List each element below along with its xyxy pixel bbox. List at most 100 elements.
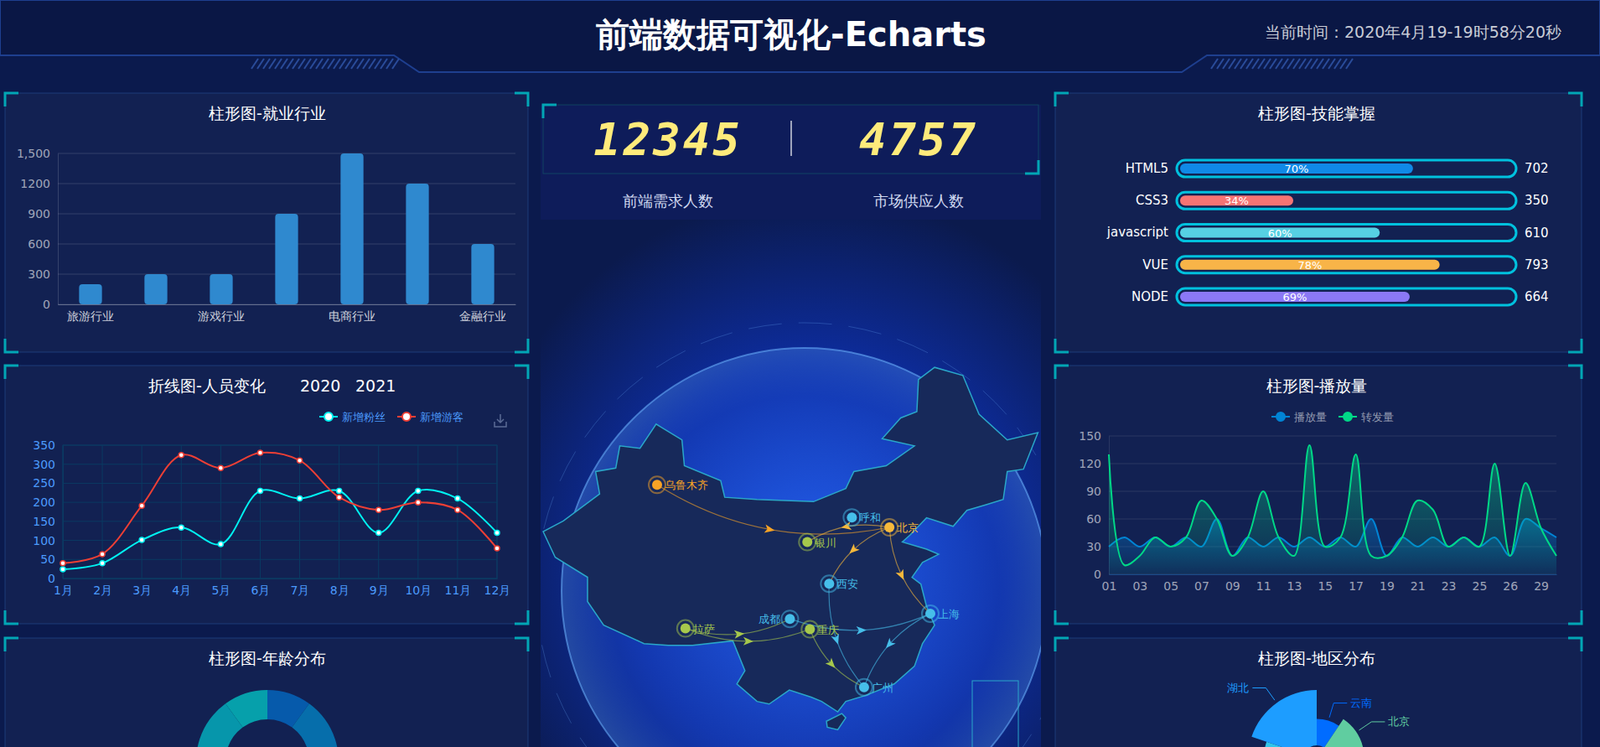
- kpi-label: 前端需求人数: [622, 191, 714, 210]
- stage: 前端数据可视化-Echarts当前时间：2020年4月19-19时58分20秒乌…: [0, 0, 1600, 747]
- panel: [5, 637, 529, 747]
- bar-frame: [1176, 288, 1517, 306]
- x-tick-label: 07: [1194, 579, 1210, 593]
- panel-corner: [5, 365, 19, 379]
- x-tick: 07: [1194, 574, 1210, 593]
- bar-frame: [1176, 256, 1517, 274]
- hatch-line: [1234, 58, 1242, 69]
- y-tick-label: 60: [1086, 512, 1102, 526]
- x-tick-label: 01: [1102, 579, 1118, 593]
- city-dot: [925, 608, 936, 619]
- city-dot: [859, 682, 870, 693]
- bar: [340, 153, 363, 305]
- panel-corner: [1055, 338, 1069, 353]
- city-ring: [880, 518, 898, 536]
- point: [99, 551, 105, 557]
- grid-v: [141, 445, 143, 579]
- y-tick-label: 600: [27, 237, 51, 251]
- city-dot: [680, 623, 691, 634]
- hatch-line: [286, 58, 294, 69]
- hatch-line: [251, 58, 259, 69]
- route: [864, 613, 931, 688]
- label-line: [1252, 688, 1274, 701]
- grid: [62, 445, 498, 579]
- hatch-line: [1263, 58, 1271, 69]
- y-axis: 050100150200250300350: [32, 438, 63, 586]
- grid-v: [299, 445, 301, 579]
- x-tick: 17: [1348, 574, 1364, 593]
- y-tick-label: 150: [1078, 429, 1102, 443]
- panel-bg: [1055, 637, 1582, 747]
- hatch-line: [1222, 58, 1230, 69]
- city-ring: [677, 620, 694, 637]
- x-tick-label: 25: [1472, 579, 1488, 593]
- legend-item: 转发量: [1338, 410, 1394, 424]
- hatch-line: [315, 58, 323, 69]
- hatch-line: [351, 58, 358, 69]
- y-tick: 1200: [20, 176, 58, 191]
- cities: 乌鲁木齐呼和北京银川西安上海拉萨成都重庆广州: [648, 476, 960, 695]
- x-tick-label: 电商行业: [328, 309, 376, 323]
- city-dot: [784, 613, 795, 624]
- hatch-line: [269, 58, 276, 69]
- y-tick: 100: [32, 533, 63, 548]
- count-label: 350: [1524, 192, 1549, 208]
- y-tick: 1,500: [16, 146, 58, 161]
- x-axis-line: [58, 304, 517, 306]
- point: [336, 488, 342, 494]
- x-axis: 010305070911131517192123252629: [1102, 574, 1558, 593]
- panel: [1055, 365, 1582, 624]
- y-tick-label: 0: [1093, 567, 1102, 581]
- bar-frame: [1176, 160, 1517, 177]
- panel-bg: [1055, 93, 1582, 353]
- bar: [209, 274, 233, 305]
- x-tick: 1月: [53, 578, 73, 597]
- y-tick-label: 300: [27, 267, 51, 281]
- slice-label: 北京: [1387, 714, 1410, 728]
- data-label: 78%: [1297, 258, 1322, 272]
- x-tick: 7月: [290, 578, 311, 597]
- hatch-line: [1246, 58, 1254, 69]
- island-outline: [826, 713, 846, 730]
- point: [60, 566, 66, 572]
- plane: [846, 543, 860, 557]
- panel-bg: [5, 93, 529, 353]
- route: [657, 484, 890, 534]
- x-tick: 05: [1163, 574, 1179, 593]
- hatch-line: [1211, 58, 1218, 69]
- city-ring: [781, 610, 798, 627]
- count-label: 702: [1524, 160, 1549, 177]
- grid-v: [181, 445, 182, 579]
- plane: [825, 657, 839, 671]
- city-dot: [652, 479, 663, 490]
- hatch-line: [257, 58, 265, 69]
- city-ring: [820, 574, 838, 592]
- kpi: 12345前端需求人数4757市场供应人数: [540, 104, 1041, 220]
- hatch-line: [392, 58, 399, 69]
- plane: [764, 524, 777, 535]
- y-tick-label: 1,500: [16, 146, 51, 161]
- panel-bg: [1055, 365, 1582, 624]
- hatch-line: [357, 58, 364, 69]
- y-tick: 900: [27, 207, 58, 221]
- series-line: [62, 452, 498, 564]
- panel-corner: [1568, 365, 1582, 379]
- data-label: 34%: [1224, 194, 1249, 208]
- hatch-line: [333, 58, 341, 69]
- city-dot: [823, 578, 834, 589]
- panel: [1055, 637, 1582, 747]
- grid-line: [1108, 435, 1557, 437]
- kpi-label: 市场供应人数: [873, 191, 964, 210]
- point: [99, 560, 105, 566]
- bars: [78, 153, 494, 305]
- legend-label: 转发量: [1361, 410, 1394, 424]
- header-band: [0, 0, 1600, 73]
- hatch-line: [327, 58, 335, 69]
- plane: [734, 629, 746, 639]
- point: [376, 507, 382, 513]
- grid: [57, 153, 516, 305]
- grid-line: [57, 183, 516, 185]
- panel-corner: [514, 338, 529, 353]
- city-label: 北京: [896, 521, 919, 534]
- city-label: 乌鲁木齐: [664, 478, 709, 492]
